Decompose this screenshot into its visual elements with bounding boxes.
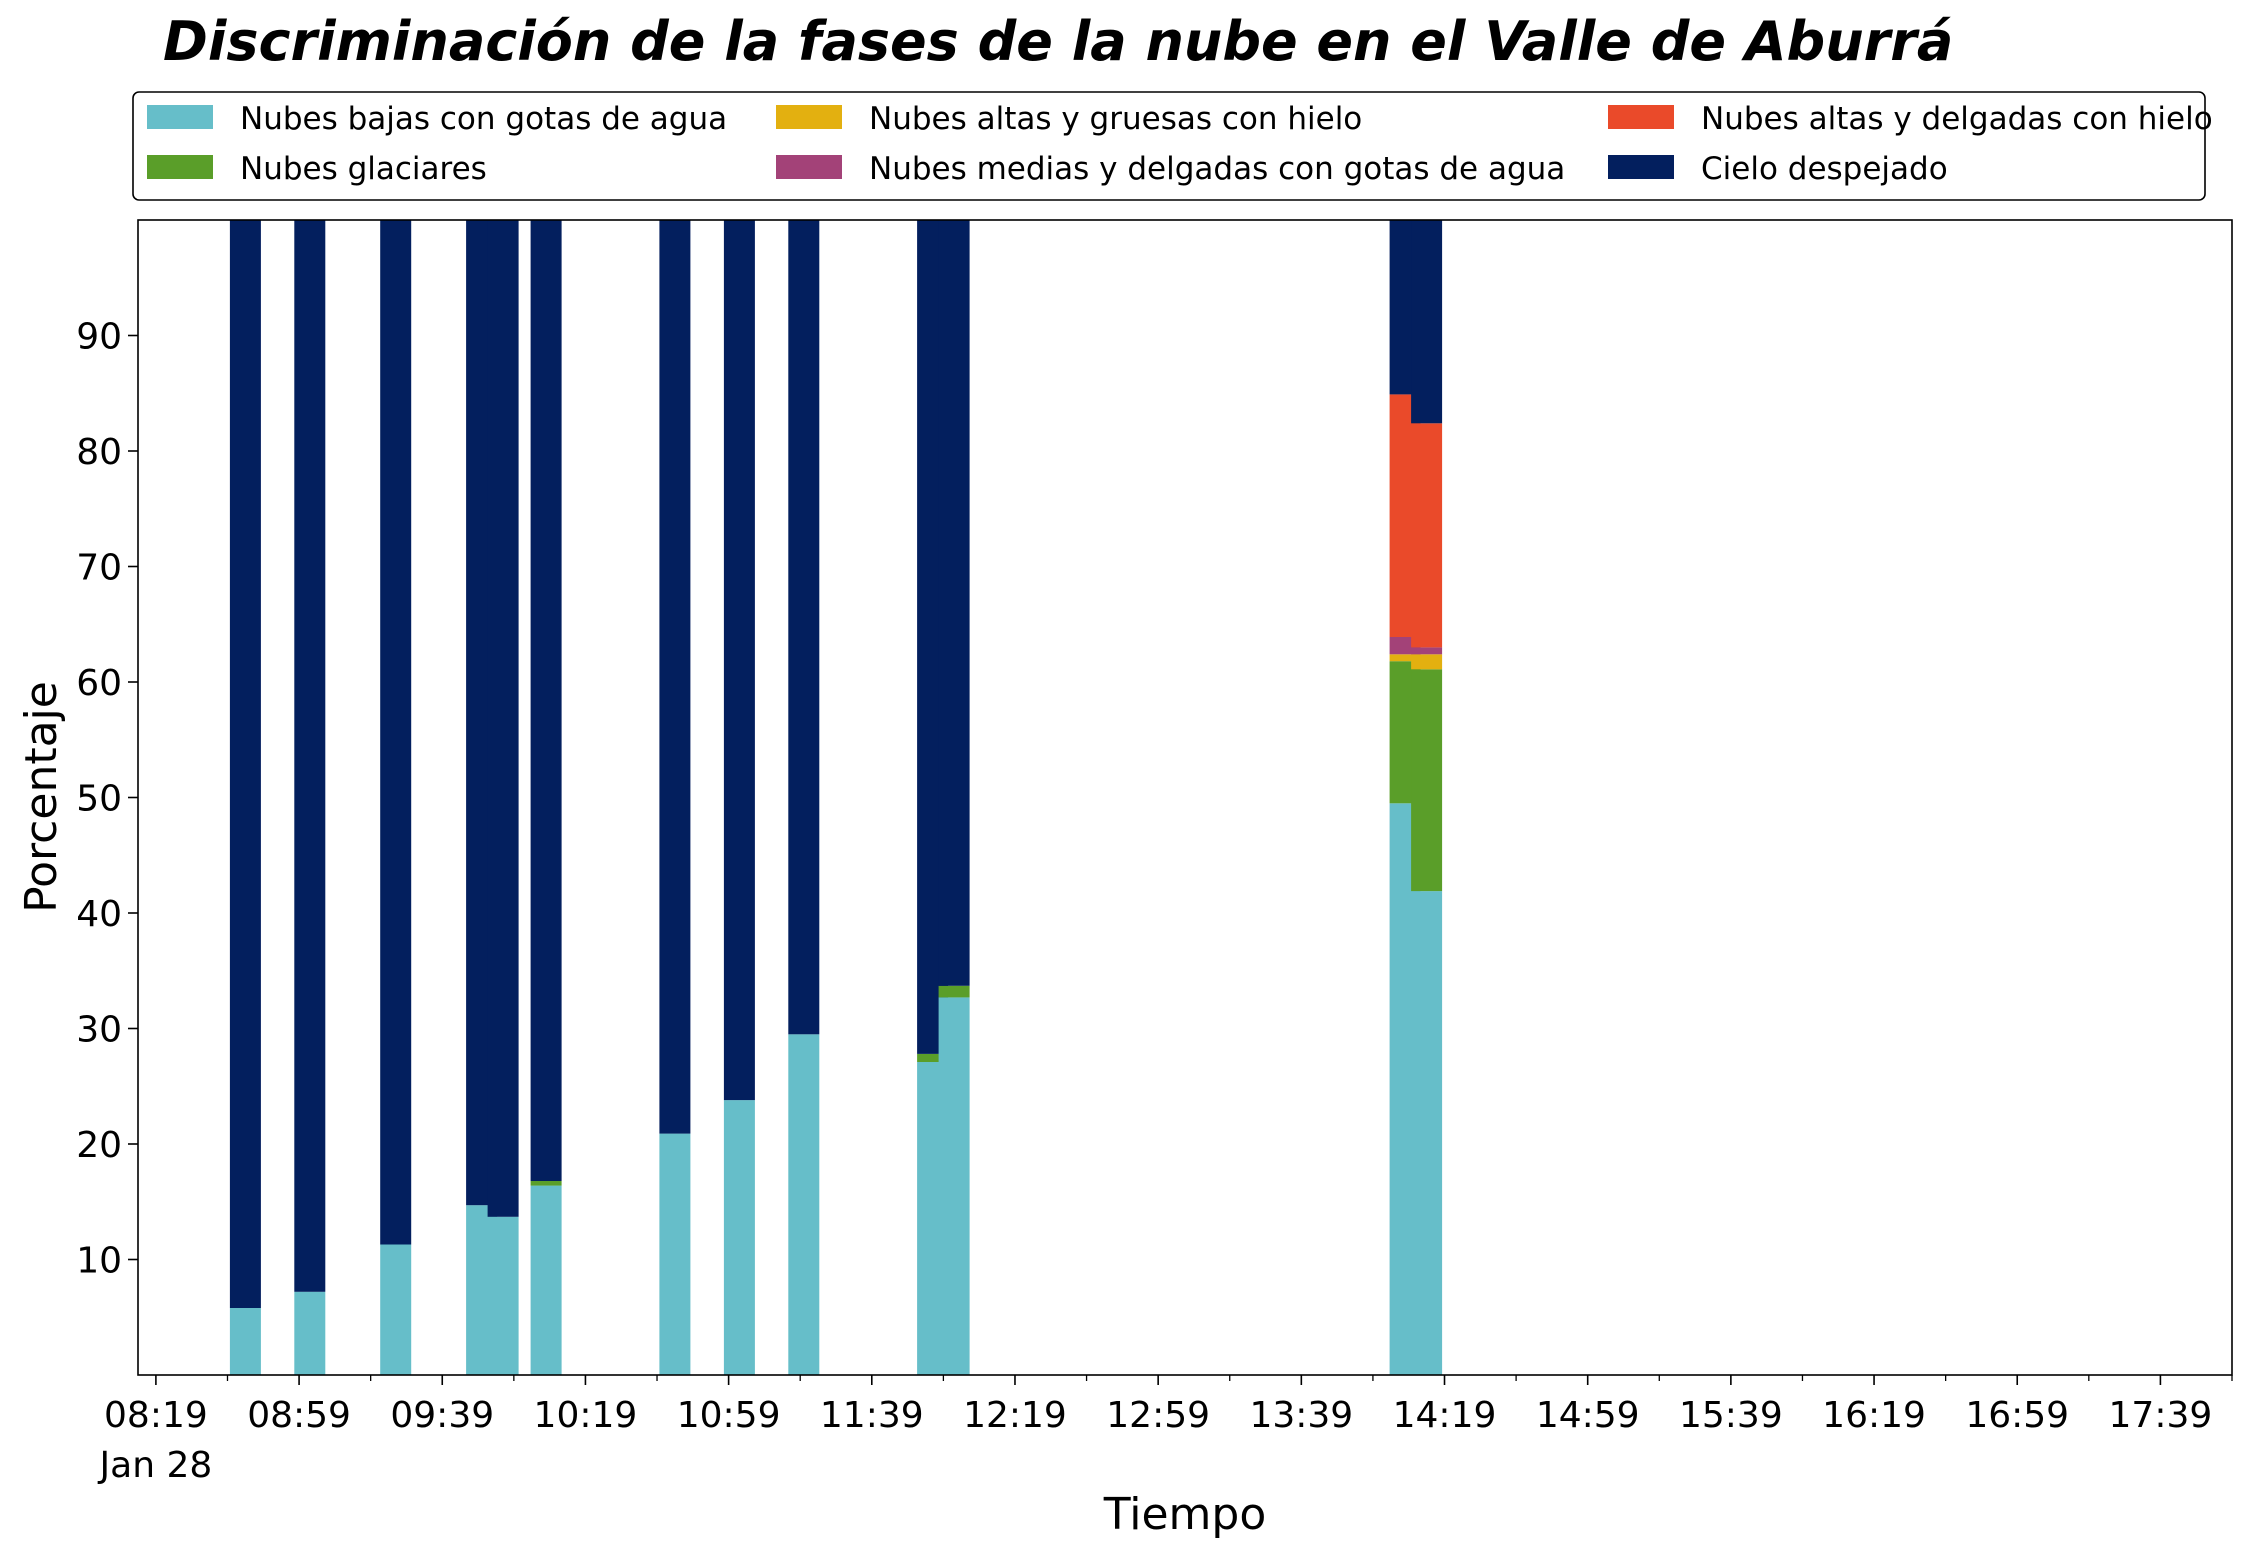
bar-stack: [1411, 220, 1443, 1375]
x-tick-label: 12:59: [1106, 1395, 1210, 1436]
bar-stack: [380, 220, 412, 1375]
y-axis: 10 20 30 40 50 60 70 80 90: [76, 317, 138, 1282]
y-tick-label: 50: [76, 779, 122, 820]
bar-segment: [917, 1053, 949, 1062]
y-tick-label: 80: [76, 432, 122, 473]
legend-entry: Cielo despejado: [1608, 151, 1948, 187]
bar-segment: [1389, 654, 1421, 662]
legend-swatch: [147, 105, 213, 129]
y-axis-label: Porcentaje: [16, 681, 67, 913]
bar-stack: [938, 220, 970, 1375]
x-tick-label: 08:19: [104, 1395, 208, 1436]
x-tick-label: 13:39: [1249, 1395, 1353, 1436]
bar-segment: [723, 1100, 755, 1375]
legend-entry: Nubes altas y gruesas con hielo: [776, 101, 1362, 137]
bar-segment: [380, 220, 412, 1245]
bar-segment: [530, 220, 562, 1181]
chart-title: Discriminación de la fases de la nube en…: [163, 10, 1953, 73]
legend-label: Nubes bajas con gotas de agua: [240, 101, 727, 137]
x-tick-label: 16:59: [1965, 1395, 2069, 1436]
bar-segment: [294, 220, 326, 1292]
bar-segment: [530, 1181, 562, 1186]
legend-label: Nubes altas y delgadas con hielo: [1701, 101, 2213, 137]
legend-label: Nubes altas y gruesas con hielo: [869, 101, 1362, 137]
x-tick-label: 14:19: [1393, 1395, 1497, 1436]
x-tick-date-label: Jan 28: [98, 1445, 213, 1486]
bar-stack: [530, 220, 562, 1375]
x-tick-label: 12:19: [963, 1395, 1067, 1436]
bar-segment: [229, 1308, 261, 1375]
bar-segment: [294, 1291, 326, 1375]
bar-segment: [487, 1216, 519, 1375]
x-tick-label: 14:59: [1536, 1395, 1640, 1436]
legend-entry: Nubes altas y delgadas con hielo: [1608, 101, 2213, 137]
y-tick-label: 20: [76, 1125, 122, 1166]
x-tick-label: 17:39: [2109, 1395, 2213, 1436]
y-tick-label: 10: [76, 1241, 122, 1282]
bar-segment: [1411, 669, 1443, 892]
x-tick-label: 08:59: [247, 1395, 351, 1436]
bar-segment: [938, 985, 970, 998]
y-tick-label: 40: [76, 894, 122, 935]
bar-segment: [659, 1133, 691, 1375]
legend-swatch: [1608, 105, 1674, 129]
bar-stack: [487, 220, 519, 1375]
bar-segment: [788, 220, 820, 1035]
x-tick-label: 16:19: [1822, 1395, 1926, 1436]
bar-segment: [938, 220, 970, 986]
y-tick-label: 90: [76, 317, 122, 358]
x-tick-label: 11:39: [820, 1395, 924, 1436]
bar-segment: [1411, 654, 1443, 670]
x-tick-label: 15:39: [1679, 1395, 1783, 1436]
legend-label: Cielo despejado: [1701, 151, 1948, 187]
plot-frame: [137, 219, 2233, 1376]
y-tick-label: 70: [76, 548, 122, 589]
x-axis-label: Tiempo: [1103, 1489, 1267, 1540]
bar-segment: [229, 220, 261, 1308]
bar-segment: [659, 220, 691, 1134]
legend: Nubes bajas con gotas de agua Nubes glaci…: [132, 91, 2213, 201]
x-tick-label: 10:59: [677, 1395, 781, 1436]
bar-segment: [723, 220, 755, 1101]
legend-swatch: [776, 155, 842, 179]
legend-swatch: [1608, 155, 1674, 179]
bars: [229, 220, 1443, 1375]
bar-segment: [788, 1034, 820, 1375]
legend-frame: [132, 91, 2206, 201]
bar-segment: [1411, 220, 1443, 424]
x-tick-label: 09:39: [390, 1395, 494, 1436]
x-tick-label: 10:19: [534, 1395, 638, 1436]
x-axis: 08:19 Jan 28 08:59 09:39 10:19 10:59 11:39 12:1…: [98, 1375, 2233, 1486]
bar-segment: [487, 220, 519, 1217]
bar-stack: [294, 220, 326, 1375]
bar-segment: [1411, 647, 1443, 655]
bar-stack: [659, 220, 691, 1375]
legend-swatch: [147, 155, 213, 179]
y-tick-label: 60: [76, 663, 122, 704]
bar-stack: [723, 220, 755, 1375]
legend-swatch: [776, 105, 842, 129]
bar-segment: [380, 1244, 412, 1375]
bar-segment: [1411, 423, 1443, 648]
legend-entry: Nubes glaciares: [147, 151, 487, 187]
legend-entry: Nubes medias y delgadas con gotas de agu…: [776, 151, 1565, 187]
y-tick-label: 30: [76, 1010, 122, 1051]
bar-segment: [1411, 891, 1443, 1375]
bar-segment: [530, 1185, 562, 1375]
bar-segment: [938, 997, 970, 1375]
legend-label: Nubes medias y delgadas con gotas de agu…: [869, 151, 1565, 187]
bar-stack: [229, 220, 261, 1375]
legend-label: Nubes glaciares: [240, 151, 487, 187]
bar-stack: [788, 220, 820, 1375]
legend-entry: Nubes bajas con gotas de agua: [147, 101, 727, 137]
